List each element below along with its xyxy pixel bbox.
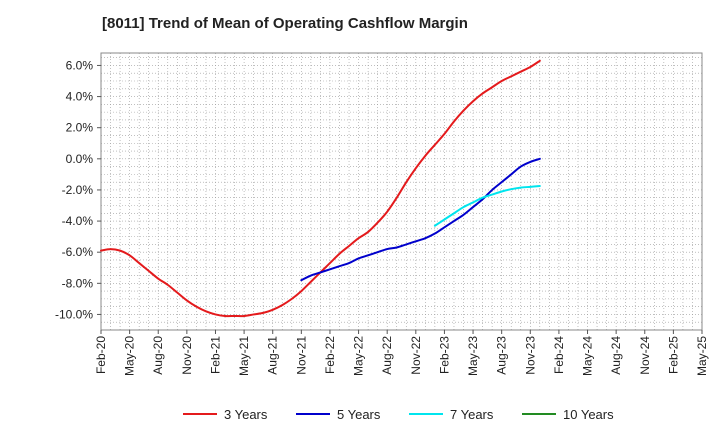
x-tick-label: Nov-23 (523, 336, 537, 375)
y-tick-label: 2.0% (66, 121, 94, 135)
y-axis: 6.0% 4.0% 2.0% 0.0% -2.0% -4.0% -6.0% -8.0% -10.… (55, 58, 101, 321)
x-tick-label: Aug-24 (609, 336, 623, 375)
series-line-5-years (300, 157, 541, 282)
x-tick-label: May-23 (466, 336, 480, 376)
x-tick-label: Nov-24 (638, 336, 652, 375)
x-tick-label: Feb-21 (208, 336, 222, 374)
x-tick-label: Aug-22 (380, 336, 394, 375)
plot-frame (100, 52, 703, 331)
x-tick-label: Nov-22 (409, 336, 423, 375)
x-tick-label: Feb-24 (552, 336, 566, 374)
legend-label-7-years: 7 Years (450, 407, 494, 422)
y-tick-label: -10.0% (55, 307, 93, 321)
x-tick-label: Nov-21 (294, 336, 308, 375)
y-tick-label: -2.0% (62, 183, 94, 197)
x-tick-label: Feb-20 (94, 336, 108, 374)
x-tick-label: Aug-20 (151, 336, 165, 375)
series-line-7-years (433, 185, 541, 227)
chart-title: [8011] Trend of Mean of Operating Cashfl… (102, 15, 468, 32)
x-tick-label: May-25 (695, 336, 709, 376)
y-tick-label: -6.0% (62, 245, 94, 259)
x-tick-label: May-24 (581, 336, 595, 376)
series-layer (100, 59, 541, 318)
x-tick-label: Aug-21 (266, 336, 280, 375)
x-tick-label: Feb-22 (323, 336, 337, 374)
x-tick-label: May-20 (123, 336, 137, 376)
x-tick-label: May-22 (352, 336, 366, 376)
legend: 3 Years 5 Years 7 Years 10 Years (183, 407, 614, 422)
x-tick-label: May-21 (237, 336, 251, 376)
legend-label-3-years: 3 Years (224, 407, 268, 422)
y-tick-label: 0.0% (66, 152, 94, 166)
y-tick-label: 6.0% (66, 58, 94, 72)
legend-label-10-years: 10 Years (563, 407, 614, 422)
x-axis: Feb-20 May-20 Aug-20 Nov-20 Feb-21 May-21 Aug-… (94, 330, 709, 376)
y-tick-label: 4.0% (66, 90, 94, 104)
x-tick-label: Nov-20 (180, 336, 194, 375)
y-tick-label: -8.0% (62, 276, 94, 290)
x-tick-label: Feb-23 (437, 336, 451, 374)
x-tick-label: Feb-25 (666, 336, 680, 374)
y-tick-label: -4.0% (62, 214, 94, 228)
legend-label-5-years: 5 Years (337, 407, 381, 422)
x-tick-label: Aug-23 (495, 336, 509, 375)
